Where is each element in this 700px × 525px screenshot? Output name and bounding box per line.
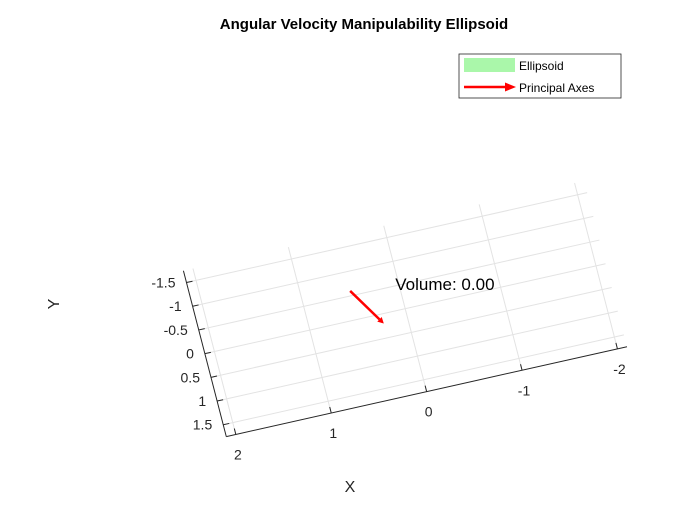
y-tick-label: 0 bbox=[186, 346, 194, 362]
y-tick-mark bbox=[223, 422, 230, 426]
x-tick-mark bbox=[329, 406, 332, 414]
y-tick-label: 1.5 bbox=[193, 417, 213, 433]
grid-line-y bbox=[198, 239, 600, 331]
axis-lines bbox=[182, 270, 628, 438]
y-axis-ticks: -1.5 -1 -0.5 0 0.5 1 1.5 bbox=[151, 275, 230, 433]
principal-axes-series bbox=[349, 290, 384, 324]
y-tick-mark bbox=[204, 351, 211, 355]
grid-line-y bbox=[217, 310, 618, 402]
y-tick-mark bbox=[210, 375, 218, 378]
y-tick-label: -0.5 bbox=[164, 322, 188, 338]
y-tick-label: -1 bbox=[169, 298, 182, 314]
y-tick-mark bbox=[186, 280, 193, 284]
chart-title: Angular Velocity Manipulability Ellipsoi… bbox=[220, 16, 508, 33]
y-tick-label: 0.5 bbox=[181, 369, 201, 385]
x-tick-mark bbox=[424, 385, 428, 392]
legend-principal-axes-label: Principal Axes bbox=[519, 81, 594, 95]
grid-line-y bbox=[192, 215, 594, 307]
x-axis-label: X bbox=[345, 479, 356, 496]
x-tick-label: 1 bbox=[329, 425, 337, 441]
grid-line-y bbox=[210, 286, 612, 378]
y-tick-mark bbox=[198, 328, 205, 331]
y-tick-mark bbox=[192, 304, 199, 307]
legend-ellipsoid-label: Ellipsoid bbox=[519, 59, 564, 73]
grid-line-y bbox=[223, 334, 625, 426]
x-tick-label: 2 bbox=[234, 446, 242, 462]
y-axis-label: Y bbox=[46, 298, 63, 309]
legend-arrow-head bbox=[505, 82, 516, 92]
x-axis-ticks: 2 1 0 -1 -2 bbox=[233, 342, 626, 462]
x-tick-mark bbox=[520, 364, 523, 371]
grid-lines bbox=[186, 182, 625, 435]
principal-axis-line bbox=[349, 290, 381, 321]
grid-line-y bbox=[186, 192, 588, 284]
principal-axis-arrowhead bbox=[377, 317, 384, 324]
x-tick-label: -1 bbox=[518, 382, 531, 398]
x-tick-label: -2 bbox=[613, 361, 626, 377]
grid-line-y bbox=[204, 263, 606, 355]
y-tick-label: -1.5 bbox=[151, 275, 175, 291]
legend: Ellipsoid Principal Axes bbox=[458, 53, 622, 99]
x-tick-mark bbox=[233, 428, 237, 435]
x-tick-mark bbox=[615, 342, 618, 349]
x-tick-label: 0 bbox=[425, 404, 433, 420]
legend-ellipsoid-swatch bbox=[464, 58, 515, 72]
y-tick-label: 1 bbox=[198, 393, 206, 409]
volume-annotation: Volume: 0.00 bbox=[395, 275, 494, 294]
y-tick-mark bbox=[217, 399, 224, 402]
